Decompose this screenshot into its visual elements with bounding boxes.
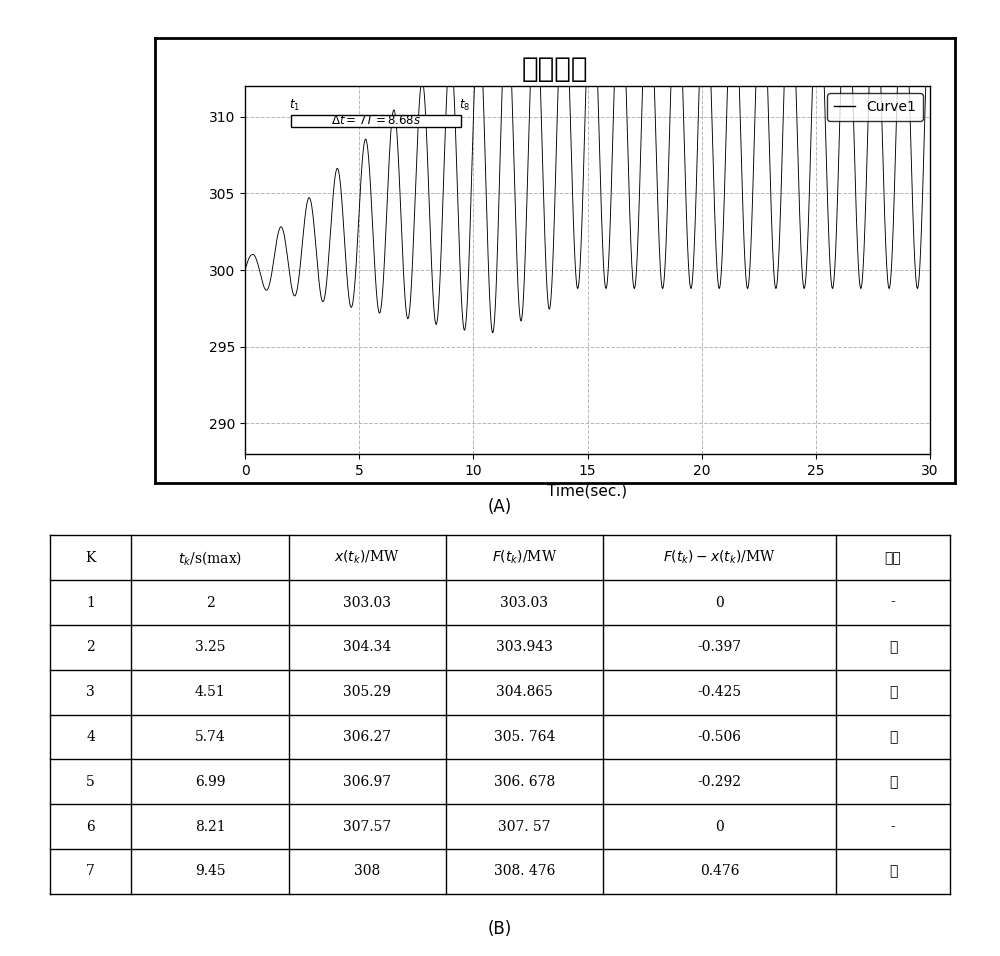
Text: 2: 2 xyxy=(206,596,214,610)
Text: $F(t_k)$/MW: $F(t_k)$/MW xyxy=(492,549,557,567)
Text: (B): (B) xyxy=(488,921,512,938)
Text: 负: 负 xyxy=(889,685,897,699)
Text: 4: 4 xyxy=(86,730,95,744)
Text: 306.27: 306.27 xyxy=(343,730,391,744)
Text: -0.292: -0.292 xyxy=(698,774,742,789)
Text: -0.397: -0.397 xyxy=(698,641,742,655)
Text: 0: 0 xyxy=(715,596,724,610)
Text: 304.865: 304.865 xyxy=(496,685,553,699)
Text: (A): (A) xyxy=(488,498,512,515)
Text: $x(t_k)$/MW: $x(t_k)$/MW xyxy=(334,549,400,567)
Text: 303.03: 303.03 xyxy=(500,596,548,610)
Text: 7: 7 xyxy=(86,864,95,879)
Text: 强迫振荡: 强迫振荡 xyxy=(522,55,588,83)
Text: 303.03: 303.03 xyxy=(343,596,391,610)
Text: 307. 57: 307. 57 xyxy=(498,819,551,834)
Text: 307.57: 307.57 xyxy=(343,819,391,834)
Text: $t_k$/s(max): $t_k$/s(max) xyxy=(178,549,242,567)
Text: 判据: 判据 xyxy=(885,551,901,565)
Text: K: K xyxy=(85,551,96,565)
Text: -: - xyxy=(891,819,895,834)
Text: -0.506: -0.506 xyxy=(698,730,742,744)
Text: -: - xyxy=(891,596,895,610)
Bar xyxy=(291,115,461,127)
Text: 5: 5 xyxy=(86,774,95,789)
Text: 308. 476: 308. 476 xyxy=(494,864,555,879)
Text: 2: 2 xyxy=(86,641,95,655)
Text: $t_8$: $t_8$ xyxy=(459,98,470,113)
Text: -0.425: -0.425 xyxy=(698,685,742,699)
Text: 304.34: 304.34 xyxy=(343,641,391,655)
Text: 9.45: 9.45 xyxy=(195,864,225,879)
Text: 6: 6 xyxy=(86,819,95,834)
Text: 8.21: 8.21 xyxy=(195,819,225,834)
Text: 305.29: 305.29 xyxy=(343,685,391,699)
Text: 0.476: 0.476 xyxy=(700,864,739,879)
Text: 5.74: 5.74 xyxy=(195,730,225,744)
Text: 306. 678: 306. 678 xyxy=(494,774,555,789)
Text: 负: 负 xyxy=(889,774,897,789)
Text: $\Delta t = 7T = 8.68s$: $\Delta t = 7T = 8.68s$ xyxy=(331,115,421,127)
Text: $t_1$: $t_1$ xyxy=(289,98,300,113)
Text: 6.99: 6.99 xyxy=(195,774,225,789)
Text: 306.97: 306.97 xyxy=(343,774,391,789)
Text: 4.51: 4.51 xyxy=(195,685,225,699)
Text: 正: 正 xyxy=(889,864,897,879)
Text: $F(t_k)-x(t_k)$/MW: $F(t_k)-x(t_k)$/MW xyxy=(663,549,776,567)
Text: 303.943: 303.943 xyxy=(496,641,553,655)
Text: 负: 负 xyxy=(889,641,897,655)
Text: 3.25: 3.25 xyxy=(195,641,225,655)
Text: 0: 0 xyxy=(715,819,724,834)
Text: 305. 764: 305. 764 xyxy=(494,730,555,744)
Text: 负: 负 xyxy=(889,730,897,744)
Text: 1: 1 xyxy=(86,596,95,610)
Text: 3: 3 xyxy=(86,685,95,699)
Legend: Curve1: Curve1 xyxy=(827,93,923,120)
X-axis label: Time(sec.): Time(sec.) xyxy=(547,484,628,498)
Text: 308: 308 xyxy=(354,864,380,879)
